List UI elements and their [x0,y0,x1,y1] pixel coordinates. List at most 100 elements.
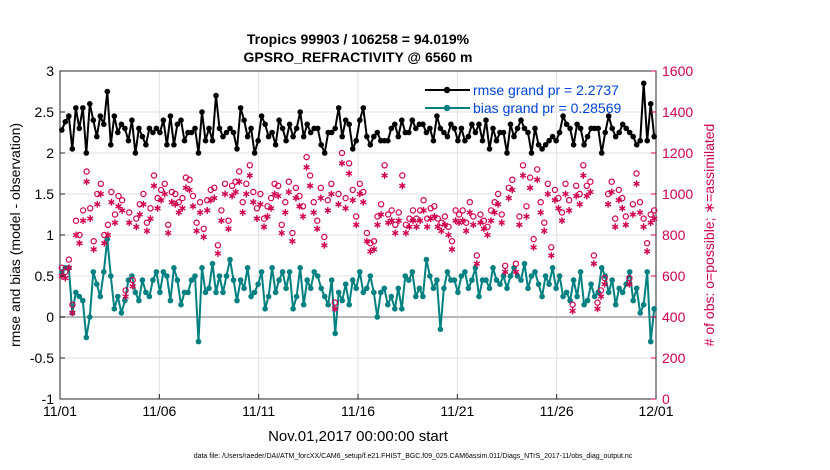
obs-assimilated-stroke [533,177,541,183]
obs-possible-marker [157,186,165,194]
obs-possible-marker [484,223,491,230]
obs-assimilated-stroke [562,191,569,197]
obs-assimilated-stroke [640,224,647,230]
obs-possible-marker [544,180,552,187]
rmse-point [178,117,184,123]
obs-assimilated-marker [292,194,300,202]
obs-assimilated-marker [331,305,339,313]
rmse-point [73,105,79,111]
bias-point [90,269,97,275]
obs-assimilated-stroke [381,173,388,178]
bias-point [385,301,391,308]
bias-point [251,289,258,296]
obs-possible-marker [530,235,537,243]
obs-possible-marker [555,194,562,202]
bias-point [539,293,545,300]
obs-assimilated-stroke [175,210,183,215]
obs-assimilated-stroke [392,230,399,236]
obs-possible-marker [239,198,246,206]
rmse-point [248,125,254,132]
obs-assimilated-marker [303,163,310,171]
bias-point [588,281,594,288]
rmse-point [465,133,472,140]
obs-possible-marker [377,201,385,208]
rmse-point [647,101,654,107]
obs-assimilated-marker [480,225,488,233]
obs-assimilated-marker [97,190,105,198]
bias-point [609,277,615,283]
obs-assimilated-stroke [86,216,94,221]
obs-assimilated-marker [526,184,534,192]
rmse-point [500,129,507,136]
obs-assimilated-stroke [448,246,456,252]
obs-possible-marker [228,182,236,189]
rmse-point [427,125,433,132]
obs-assimilated-stroke [69,310,76,316]
obs-possible-marker [306,172,314,179]
obs-assimilated-marker [626,280,633,288]
rmse-point [244,133,251,140]
bias-point [437,326,444,333]
obs-possible-marker [420,196,427,204]
rmse-point [469,121,475,128]
obs-assimilated-stroke [338,160,346,166]
rmse-point [209,137,216,144]
rmse-point [153,125,160,132]
obs-possible-marker [303,153,310,161]
bias-point [132,289,139,296]
rmse-point [399,117,405,123]
obs-possible-marker [225,217,232,224]
obs-assimilated-marker [94,200,101,208]
obs-assimilated-marker [122,293,129,300]
obs-assimilated-stroke [125,220,133,226]
x-tick-label: 11/11 [242,403,275,419]
bias-point [570,277,577,283]
obs-possible-marker [455,211,463,218]
bias-point [535,281,542,288]
obs-assimilated-stroke [462,228,470,234]
rmse-point [409,117,416,123]
rmse-point [406,129,412,136]
obs-possible-marker [370,237,378,245]
right-tick-label: 1000 [662,186,693,202]
obs-assimilated-stroke [374,222,381,228]
obs-assimilated-stroke [349,197,356,203]
obs-possible-marker [65,256,73,263]
bias-point [185,289,191,296]
obs-assimilated-stroke [328,191,335,197]
obs-possible-marker [363,229,371,237]
bias-point [307,285,314,292]
obs-possible-marker [111,211,119,218]
obs-possible-marker [587,178,594,185]
obs-assimilated-stroke [97,191,105,197]
obs-assimilated-marker [260,223,268,231]
obs-assimilated-stroke [477,220,484,226]
obs-assimilated-stroke [243,191,250,197]
bias-point [556,273,563,279]
obs-possible-marker [569,301,576,308]
bias-point [115,293,121,300]
obs-assimilated-marker [296,202,303,210]
rmse-point [472,129,479,136]
bias-point [451,277,458,283]
obs-assimilated-marker [317,194,325,202]
bias-point [94,281,100,288]
obs-assimilated-marker [79,217,87,225]
obs-assimilated-stroke [267,205,275,211]
obs-assimilated-marker [211,194,218,202]
bias-point [647,338,654,345]
obs-assimilated-marker [278,229,285,237]
rmse-point [230,129,237,136]
bias-point [262,306,268,312]
obs-possible-marker [431,203,438,210]
rmse-point [633,142,640,148]
rmse-point [451,125,458,132]
bias-point [150,277,156,283]
rmse-point [349,146,356,152]
obs-assimilated-marker [580,172,587,179]
obs-assimilated-stroke [409,218,417,224]
obs-assimilated-marker [633,180,640,188]
obs-possible-marker [345,160,353,167]
obs-possible-marker [473,252,480,259]
obs-assimilated-marker [406,223,413,231]
